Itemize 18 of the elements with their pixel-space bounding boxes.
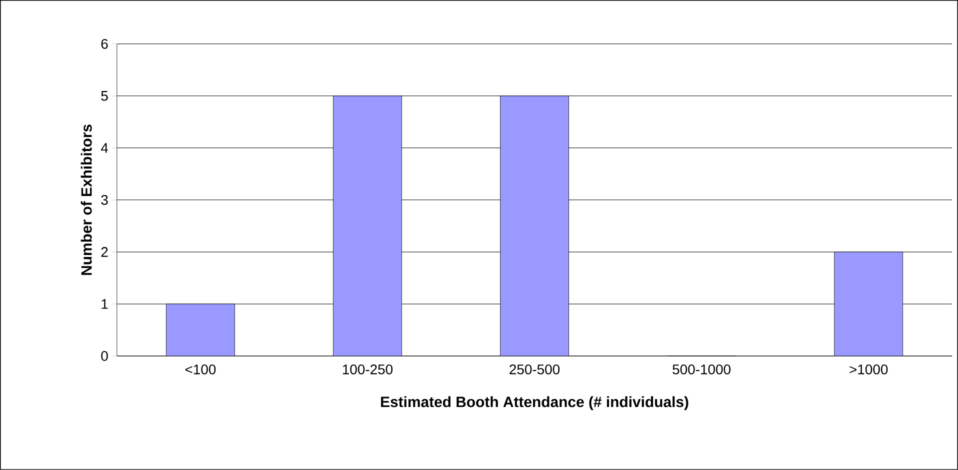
y-tick-label: 3	[101, 195, 108, 205]
bar	[500, 96, 569, 356]
x-tick-label: <100	[185, 364, 216, 374]
y-axis-title: Number of Exhibitors	[80, 124, 92, 275]
x-tick-label: >1000	[850, 364, 888, 374]
y-tick-label: 0	[101, 351, 108, 361]
x-tick-label: 500-1000	[672, 364, 730, 374]
y-tick-label: 4	[100, 143, 108, 153]
bar	[166, 304, 235, 356]
x-tick-label: 250-500	[510, 364, 560, 374]
bar	[834, 252, 904, 356]
x-tick-label: 100-250	[342, 364, 393, 374]
y-tick-label: 1	[102, 299, 108, 309]
y-tick-label: 2	[101, 247, 108, 257]
y-tick-label: 5	[101, 91, 108, 101]
y-tick-label: 6	[101, 38, 108, 49]
x-axis-title: Estimated Booth Attendance (# individuals)	[381, 396, 688, 410]
bar	[333, 96, 402, 356]
